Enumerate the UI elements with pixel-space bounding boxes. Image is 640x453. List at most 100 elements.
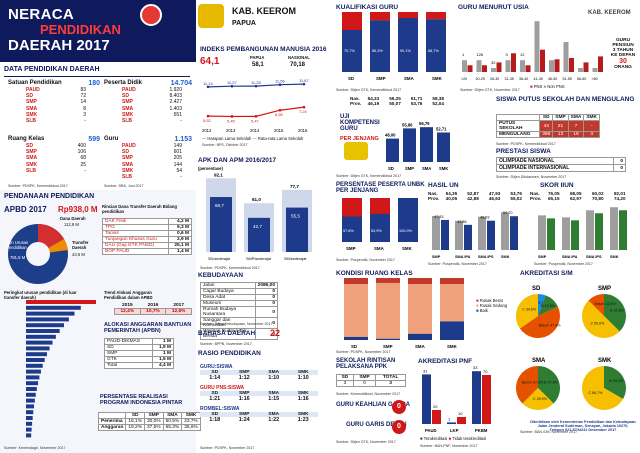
- year-label: 2013: [226, 128, 236, 133]
- row-key: PUTUS SEKOLAH: [495, 120, 541, 132]
- table-row: Tunjangan Khusus Guru 2,9 M: [101, 236, 192, 243]
- category-label: SD: [388, 166, 394, 171]
- category-label: SD/sederajat: [208, 257, 231, 261]
- stat-row: PAUD 83: [26, 87, 86, 93]
- satuan-rows: PAUD 83 SD 72 SMP 14 SMA 8 SMK 3 SLB -: [8, 87, 100, 124]
- peringkat-bar: [26, 416, 33, 420]
- bantuan-table: PAUD-DIKMAS 1 M SD 1,9 M SMP 1 M GTK 1,5 M Total…: [104, 338, 175, 369]
- hasilun-2016-bar: [478, 216, 486, 250]
- stat-value: 83: [80, 87, 86, 93]
- stat-value: -: [84, 118, 86, 125]
- stat-key: SD: [26, 93, 33, 100]
- ruang-rows: SD 400 SMP 106 SMA 68 SMK 25 SLB -: [8, 143, 100, 174]
- score-row: Nas. 54,33 59,25 61,71 58,38: [350, 96, 450, 101]
- trend-value: 10,7%: [139, 308, 167, 315]
- peringkat-bar: [26, 346, 50, 351]
- kondisi-segment: [408, 333, 432, 340]
- source-note: Sumber: BAN-PNF, November 2017: [420, 444, 478, 448]
- peringkat-bar: [26, 305, 81, 310]
- score-row-label: Prov.: [428, 196, 440, 201]
- rasio-values: 1:14 1:12 1:10 1:10: [200, 375, 318, 381]
- kual-lt-bar: [342, 12, 362, 30]
- skoriun-2016-bar: [586, 210, 594, 250]
- rintisan-title: SEKOLAH RINTISAN PELAKSANA PPK: [336, 358, 396, 370]
- source-note: Sumber: DBK, Juni 2017: [104, 184, 144, 188]
- pnf-tidak-bar: [457, 417, 466, 424]
- pnf-value: 20: [433, 404, 438, 409]
- table-header-row: SD SMP SMA SMK: [495, 114, 600, 121]
- row-value: 18,1%: [125, 418, 145, 425]
- source-note: Sumber: Ditjen Kebudayaan, November 2017: [200, 322, 273, 326]
- kual-s1-bar: [342, 30, 362, 72]
- row-key: Penerima: [97, 418, 127, 425]
- ipm-title: INDEKS PEMBANGUNAN MANUSIA 2016: [200, 46, 327, 53]
- source-note: Sumber: Ditjen GTK, Kemendikbud 2017: [336, 88, 402, 92]
- category-label: SMA IPA: [562, 255, 578, 259]
- peringkat-bar: [26, 311, 75, 316]
- category-label: PAUD: [425, 428, 437, 433]
- category-label: SMP/sederajat: [246, 257, 272, 261]
- peringkat-bar: [26, 404, 35, 409]
- hls-point: [302, 82, 306, 86]
- pie-label: B 37,5%: [544, 380, 558, 384]
- category-label: SD: [351, 344, 357, 349]
- age-label: 56-60: [577, 77, 586, 81]
- hasilun-value: 47,33: [434, 215, 444, 219]
- ruang-block: Ruang Kelas 599 SD 400 SMP 106 SMA 68 SMK 25 SLB -: [8, 136, 100, 174]
- rasio-value: 1:16: [238, 396, 250, 402]
- ipm-nasional-value: 70,18: [290, 62, 306, 68]
- hls-label: 11,67: [299, 78, 309, 83]
- usia-pns-bar: [554, 59, 560, 72]
- stat-key: SMA: [122, 161, 134, 168]
- row-value: 0: [613, 164, 626, 172]
- hasilun-2017-bar: [510, 216, 518, 250]
- skoriun-2017-bar: [595, 213, 603, 250]
- usia-nonpns-bar: [563, 42, 569, 72]
- peringkat-bar: [26, 329, 60, 333]
- hasilun-2016-bar: [501, 212, 509, 250]
- rasio-value: 1:14: [209, 375, 221, 381]
- peringkat-bar: [26, 427, 32, 432]
- hasilun-2017-bar: [464, 224, 472, 250]
- ipm-papua-value: 58,1: [252, 62, 264, 68]
- year-label: 2014: [250, 128, 260, 133]
- kual-s1-value: 86,3%: [372, 49, 383, 53]
- rasio-block: GURU:SISWA SD SMP SMA SMK 1:14 1:12 1:10 1:10 GUR…: [200, 360, 318, 423]
- category-label: SD: [348, 76, 354, 81]
- row-key: Total: [104, 362, 153, 369]
- kual-s1-value: 88,7%: [428, 49, 439, 53]
- row-value: 23,7%: [181, 418, 201, 425]
- usia-pns-bar: [467, 65, 473, 72]
- ruang-label: Ruang Kelas: [8, 136, 45, 142]
- score-row: Prov. 46,19 50,07 53,76 52,04: [350, 101, 450, 106]
- legend-label: Rata-rata Lama Sekolah: [257, 136, 304, 141]
- stat-value: 54: [176, 167, 182, 174]
- row-value: 30,0%: [144, 418, 164, 425]
- kual-lt-bar: [426, 12, 446, 20]
- rasio-group-title: GURU PNS:SISWA: [200, 385, 245, 391]
- age-label: 31-35: [505, 77, 514, 81]
- pie-label: C 66,7%: [589, 391, 604, 395]
- stat-key: SD: [26, 143, 33, 149]
- source-note: Sumber: BPPB, November 2017: [200, 342, 252, 346]
- stat-row: SMP 205: [122, 155, 182, 161]
- pnf-value: 1: [448, 416, 451, 421]
- data-pendidikan-title: DATA PENDIDIKAN DAERAH: [4, 66, 100, 73]
- rasio-header: SD SMP SMA SMK: [200, 370, 318, 375]
- category-label: SMA: [404, 76, 415, 81]
- peringkat-bar: [26, 317, 69, 322]
- legend-label: Tidak terakreditasi: [452, 436, 487, 441]
- stat-value: 144: [173, 161, 182, 168]
- usia-pns-bar: [598, 56, 603, 72]
- row-value: 4,4 M: [151, 362, 175, 369]
- score-row: Prov. 65,15 62,97 70,80 74,20: [530, 196, 636, 201]
- prestasi-table: OLIMPIADE NASIONAL 0 OLIMPIADE INTERNASION…: [495, 157, 626, 172]
- title-neraca: NERACA: [8, 6, 74, 23]
- pie-slice: [522, 388, 554, 410]
- score-value: 60,02: [592, 191, 604, 196]
- stat-value: 68: [80, 155, 86, 162]
- kual-s1-bar: [398, 18, 418, 72]
- pnf-legend: ■ Terakreditasi ■ Tidak terakreditasi: [420, 436, 487, 441]
- pie-label: B 12,3%: [541, 304, 555, 308]
- stat-row: SLB -: [122, 174, 182, 180]
